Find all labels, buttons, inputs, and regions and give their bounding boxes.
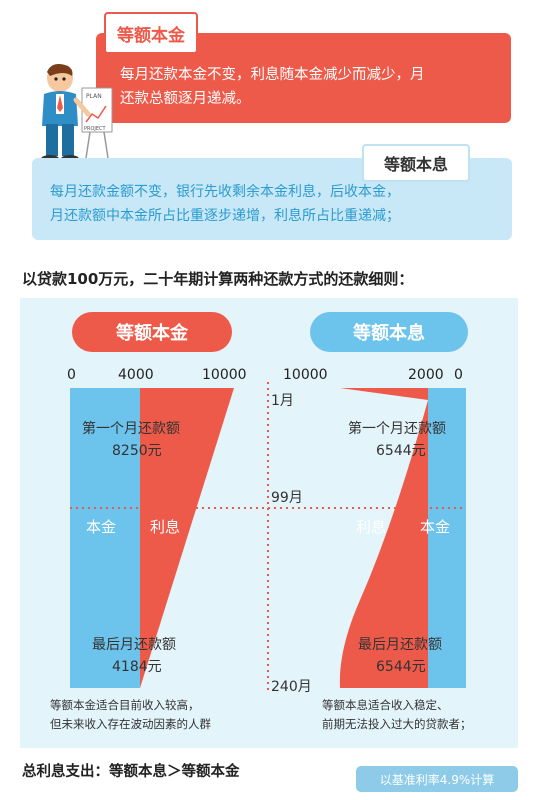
- left-interest-label: 利息: [150, 518, 181, 536]
- base-rate-badge: 以基准利率4.9%计算: [356, 766, 518, 792]
- month-last-label: 240月: [271, 679, 312, 695]
- right-tick-2000: 2000: [408, 367, 444, 383]
- left-principal-label: 本金: [86, 518, 117, 536]
- right-tick-0: 0: [454, 367, 463, 383]
- businessman-figure: PLAN PROJECT: [41, 64, 113, 163]
- left-chart-title: 等额本金: [72, 312, 232, 352]
- left-principal-area: [70, 388, 140, 688]
- right-last-month-label: 最后月还款额: [358, 637, 442, 653]
- right-first-month-label: 第一个月还款额: [348, 421, 446, 437]
- equal-installment-description: 每月还款金额不变，银行先收剩余本金利息，后收本金， 月还款额中本金所占比重逐步递…: [50, 184, 400, 224]
- right-principal-label: 本金: [420, 518, 451, 536]
- left-last-month-value: 4184元: [112, 659, 162, 675]
- right-suitability-note: 等额本息适合收入稳定、 前期无法投入过大的贷款者；: [322, 698, 472, 731]
- board-text-bottom: PROJECT: [84, 126, 107, 132]
- equal-installment-tag: 等额本息: [362, 144, 470, 182]
- right-interest-label: 利息: [356, 518, 387, 536]
- comparison-heading: 以贷款100万元，二十年期计算两种还款方式的还款细则：: [22, 270, 414, 288]
- left-tick-4000: 4000: [118, 367, 154, 383]
- total-interest-conclusion: 总利息支出：等额本息＞等额本金: [22, 764, 240, 780]
- month-middle-label: 99月: [271, 490, 303, 506]
- left-suitability-note: 等额本金适合目前收入较高， 但未来收入存在波动因素的人群: [50, 698, 211, 731]
- left-last-month-label: 最后月还款额: [92, 637, 176, 653]
- left-tick-10000: 10000: [202, 367, 247, 383]
- right-principal-area: [428, 388, 466, 688]
- right-last-month-value: 6544元: [376, 659, 426, 675]
- right-interest-area: [339, 388, 428, 688]
- equal-principal-tag: 等额本金: [104, 12, 198, 54]
- left-first-month-label: 第一个月还款额: [82, 421, 180, 437]
- right-tick-10000: 10000: [283, 367, 328, 383]
- right-first-month-value: 6544元: [376, 443, 426, 459]
- equal-principal-description: 每月还款本金不变，利息随本金减少而减少，月 还款总额逐月递减。: [120, 67, 425, 107]
- right-chart-title: 等额本息: [310, 312, 468, 352]
- month-first-label: 1月: [271, 393, 294, 409]
- left-interest-area: [140, 388, 234, 688]
- left-tick-0: 0: [67, 367, 76, 383]
- left-first-month-value: 8250元: [112, 443, 162, 459]
- board-text-top: PLAN: [86, 93, 102, 100]
